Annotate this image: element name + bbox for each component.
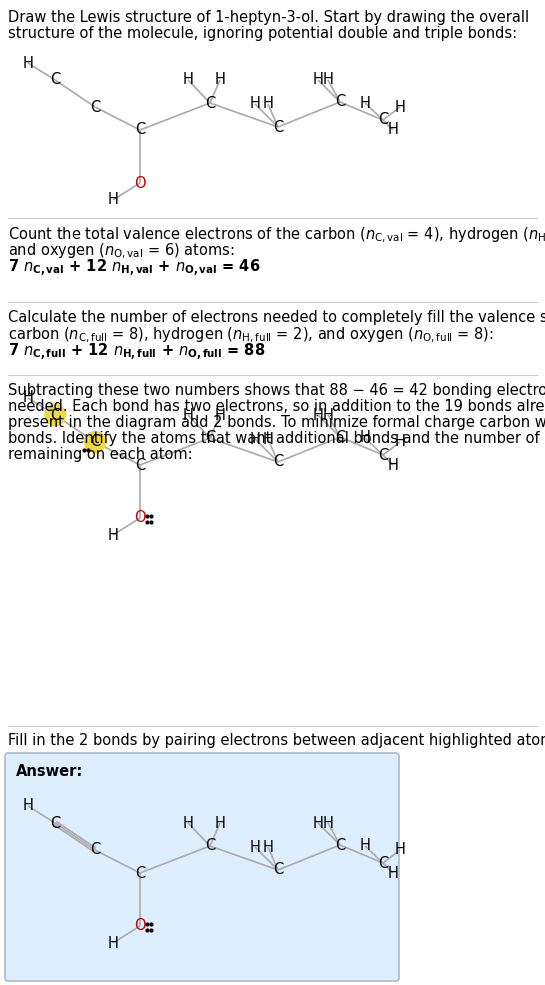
Text: H: H <box>313 816 323 830</box>
Text: Calculate the number of electrons needed to completely fill the valence shells f: Calculate the number of electrons needed… <box>8 310 545 325</box>
Text: carbon ($n_\mathregular{C,full}$ = 8), hydrogen ($n_\mathregular{H,full}$ = 2), : carbon ($n_\mathregular{C,full}$ = 8), h… <box>8 326 494 346</box>
Text: bonds. Identify the atoms that want additional bonds and the number of electrons: bonds. Identify the atoms that want addi… <box>8 431 545 446</box>
Text: H: H <box>22 390 33 406</box>
Text: needed. Each bond has two electrons, so in addition to the 19 bonds already: needed. Each bond has two electrons, so … <box>8 399 545 414</box>
Text: C: C <box>335 837 345 852</box>
Text: H: H <box>215 408 226 423</box>
Text: H: H <box>313 73 323 88</box>
Text: C: C <box>50 73 60 88</box>
Text: C: C <box>378 856 388 871</box>
Text: Subtracting these two numbers shows that 88 − 46 = 42 bonding electrons are: Subtracting these two numbers shows that… <box>8 383 545 398</box>
Text: structure of the molecule, ignoring potential double and triple bonds:: structure of the molecule, ignoring pote… <box>8 26 517 41</box>
Text: H: H <box>250 839 261 855</box>
Text: H: H <box>313 408 323 423</box>
Circle shape <box>45 405 65 426</box>
Text: C: C <box>90 434 100 449</box>
Text: H: H <box>395 434 405 449</box>
Text: C: C <box>378 447 388 463</box>
Text: C: C <box>90 842 100 858</box>
Text: H: H <box>387 457 398 473</box>
Circle shape <box>84 431 106 452</box>
Text: Fill in the 2 bonds by pairing electrons between adjacent highlighted atoms:: Fill in the 2 bonds by pairing electrons… <box>8 733 545 748</box>
Text: C: C <box>205 96 215 110</box>
Text: H: H <box>263 97 274 111</box>
Text: H: H <box>215 73 226 88</box>
Text: H: H <box>360 430 371 445</box>
Text: O: O <box>134 175 146 190</box>
Text: H: H <box>395 842 405 858</box>
Text: H: H <box>323 816 334 830</box>
Text: O: O <box>134 510 146 526</box>
Text: C: C <box>273 119 283 135</box>
Text: C: C <box>90 99 100 114</box>
Text: C: C <box>273 863 283 878</box>
Text: H: H <box>395 99 405 114</box>
Text: H: H <box>250 431 261 446</box>
Text: H: H <box>250 97 261 111</box>
Text: H: H <box>323 408 334 423</box>
Text: and oxygen ($n_\mathregular{O,val}$ = 6) atoms:: and oxygen ($n_\mathregular{O,val}$ = 6)… <box>8 242 234 261</box>
FancyBboxPatch shape <box>5 753 399 981</box>
Text: H: H <box>107 192 118 208</box>
Text: H: H <box>22 55 33 71</box>
Text: C: C <box>135 866 145 881</box>
Text: C: C <box>50 408 60 423</box>
Text: H: H <box>183 408 193 423</box>
Text: H: H <box>107 528 118 543</box>
Text: C: C <box>50 816 60 830</box>
Text: C: C <box>135 122 145 138</box>
Text: H: H <box>183 73 193 88</box>
Text: H: H <box>215 816 226 830</box>
Text: C: C <box>205 430 215 445</box>
Text: H: H <box>22 799 33 814</box>
Text: H: H <box>360 96 371 110</box>
Text: C: C <box>335 429 345 444</box>
Text: C: C <box>273 454 283 470</box>
Text: remaining on each atom:: remaining on each atom: <box>8 447 192 462</box>
Text: present in the diagram add 2 bonds. To minimize formal charge carbon wants 4: present in the diagram add 2 bonds. To m… <box>8 415 545 430</box>
Text: H: H <box>387 866 398 881</box>
Text: C: C <box>378 112 388 127</box>
Text: H: H <box>183 816 193 830</box>
Text: H: H <box>263 839 274 855</box>
Text: H: H <box>107 936 118 951</box>
Text: H: H <box>323 73 334 88</box>
Text: C: C <box>335 95 345 109</box>
Text: O: O <box>134 918 146 934</box>
Text: Count the total valence electrons of the carbon ($n_\mathregular{C,val}$ = 4), h: Count the total valence electrons of the… <box>8 226 545 245</box>
Text: 7 $n_\mathregular{C,val}$ + 12 $n_\mathregular{H,val}$ + $n_\mathregular{O,val}$: 7 $n_\mathregular{C,val}$ + 12 $n_\mathr… <box>8 258 261 280</box>
Text: C: C <box>205 838 215 853</box>
Text: H: H <box>387 122 398 138</box>
Text: Answer:: Answer: <box>16 764 83 779</box>
Text: Draw the Lewis structure of 1-heptyn-3-ol. Start by drawing the overall: Draw the Lewis structure of 1-heptyn-3-o… <box>8 10 529 25</box>
Text: H: H <box>263 431 274 446</box>
Text: C: C <box>135 457 145 473</box>
Text: 7 $n_\mathregular{C,full}$ + 12 $n_\mathregular{H,full}$ + $n_\mathregular{O,ful: 7 $n_\mathregular{C,full}$ + 12 $n_\math… <box>8 342 265 363</box>
Text: H: H <box>360 838 371 853</box>
